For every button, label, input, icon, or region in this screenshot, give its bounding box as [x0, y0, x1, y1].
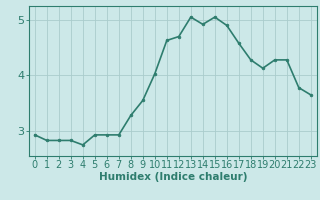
- X-axis label: Humidex (Indice chaleur): Humidex (Indice chaleur): [99, 172, 247, 182]
